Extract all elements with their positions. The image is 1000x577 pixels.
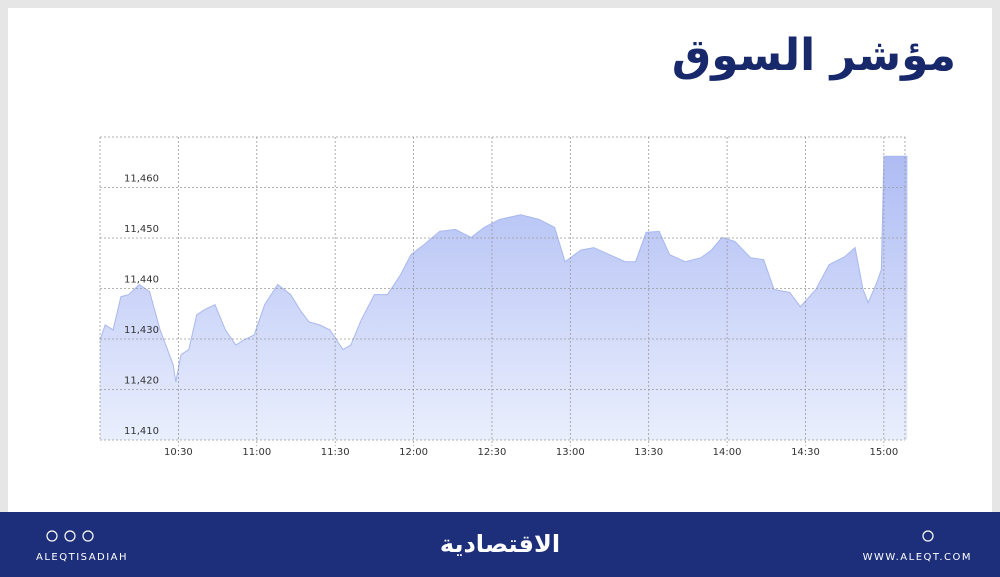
x-tick-label: 10:30 [164, 447, 193, 458]
x-tick-label: 15:00 [869, 447, 898, 458]
y-tick-label: 11,420 [124, 376, 159, 387]
line [99, 155, 908, 382]
brand-logo: الاقتصادية [439, 530, 561, 558]
y-tick-label: 11,430 [124, 325, 159, 336]
y-tick-label: 11,440 [124, 275, 159, 286]
x-tick-label: 11:30 [321, 447, 350, 458]
x-tick-label: 14:30 [791, 447, 820, 458]
x-tick-label: 13:00 [556, 447, 585, 458]
x-tick-label: 11:00 [242, 447, 271, 458]
y-tick-label: 11,450 [124, 224, 159, 235]
chart-title: مؤشر السوق [671, 30, 956, 81]
footer: ALEQTISADIAH الاقتصادية WWW.ALEQT.COM [0, 512, 1000, 577]
website: WWW.ALEQT.COM [862, 552, 972, 563]
y-tick-label: 11,460 [124, 174, 159, 185]
x-tick-label: 12:00 [399, 447, 428, 458]
footer-icons [46, 530, 934, 542]
x-tick-label: 14:00 [713, 447, 742, 458]
x-tick-label: 13:30 [634, 447, 663, 458]
area [100, 156, 908, 440]
chart: 11,410 11,420 11,430 11,440 11,450 11,460 10:3… [99, 136, 908, 458]
social-handle: ALEQTISADIAH [36, 552, 129, 563]
y-tick-label: 11,410 [124, 426, 159, 437]
x-tick-label: 12:30 [478, 447, 507, 458]
